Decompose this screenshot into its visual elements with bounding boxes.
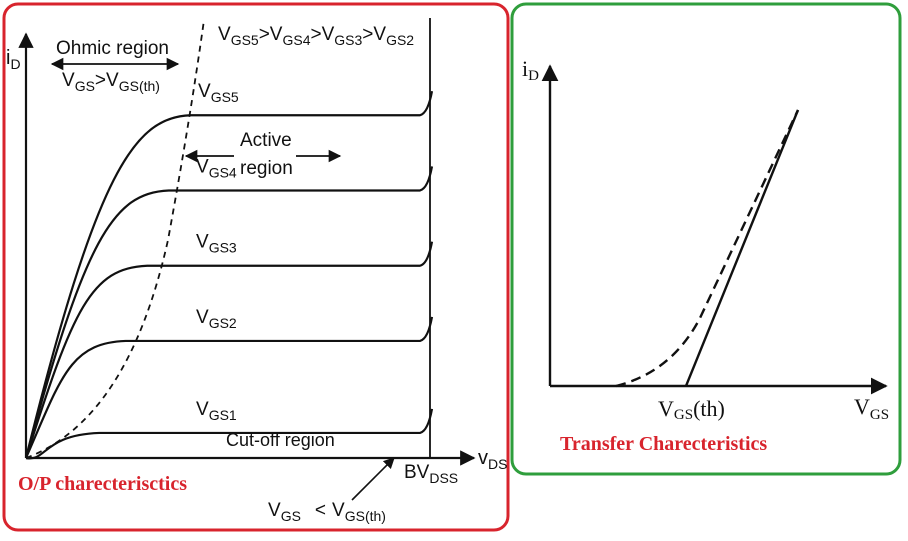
cutoff-region-label: Cut-off region bbox=[226, 430, 335, 450]
ohmic-cond-s1: GS bbox=[75, 78, 95, 94]
cutoff-condition: VGS < VGS(th) bbox=[268, 500, 386, 524]
output-panel-frame bbox=[2, 2, 510, 532]
ohmic-cond-v1: V bbox=[62, 70, 75, 91]
tr-x-label-sub: GS bbox=[870, 407, 889, 423]
curve-gs4 bbox=[24, 166, 434, 459]
transfer-panel-frame bbox=[510, 2, 902, 476]
curve-gs1 bbox=[25, 408, 434, 460]
op-x-label-sub: DS bbox=[488, 456, 507, 472]
bvdss-label: BVDSS bbox=[404, 462, 458, 486]
bvdss-sub: DSS bbox=[429, 470, 458, 486]
series-label-main: V bbox=[196, 307, 209, 328]
series-label-sub: GS4 bbox=[209, 164, 237, 180]
order-2-sub: GS3 bbox=[334, 32, 362, 48]
threshold-main: V bbox=[658, 396, 674, 421]
series-label-gs2: VGS2 bbox=[196, 307, 237, 331]
tr-x-label-main: V bbox=[854, 394, 870, 419]
curve-gs3 bbox=[24, 241, 434, 459]
cutoff-cond-s2: GS(th) bbox=[345, 508, 386, 524]
cutoff-cond-arrow bbox=[351, 457, 395, 501]
curve-gs5 bbox=[24, 91, 434, 459]
order-3-sub: GS2 bbox=[386, 32, 414, 48]
active-region-label-1: Active bbox=[240, 130, 292, 151]
threshold-sub: GS bbox=[674, 407, 693, 423]
order-0-main: V bbox=[218, 24, 231, 45]
series-label-main: V bbox=[196, 399, 209, 420]
op-x-axis-label: vDS bbox=[478, 447, 507, 472]
series-label-gs5: VGS5 bbox=[198, 81, 239, 105]
output-characteristics-panel: iD vDS Ohmic region VGS>VGS(th) VGS5>VGS… bbox=[2, 2, 510, 532]
tr-y-label-main: i bbox=[522, 56, 528, 81]
op-y-label-sub: D bbox=[10, 56, 20, 72]
curve-gs2 bbox=[24, 316, 434, 459]
series-label-sub: GS1 bbox=[209, 407, 237, 423]
cutoff-cond-v1: V bbox=[268, 500, 281, 521]
vgs-order-label: VGS5>VGS4>VGS3>VGS2 bbox=[218, 24, 414, 48]
op-y-axis-label: iD bbox=[6, 47, 21, 72]
series-label-sub: GS5 bbox=[211, 89, 239, 105]
order-3-main: >V bbox=[362, 24, 386, 45]
transfer-curve-ideal bbox=[684, 109, 800, 387]
ohmic-condition: VGS>VGS(th) bbox=[62, 70, 160, 94]
series-label-sub: GS2 bbox=[209, 315, 237, 331]
series-label-gs4: VGS4 bbox=[196, 156, 237, 180]
series-label-main: V bbox=[196, 232, 209, 253]
output-caption: O/P charecterisctics bbox=[18, 473, 187, 495]
ohmic-cond-s2: GS(th) bbox=[119, 78, 160, 94]
tr-y-label-sub: D bbox=[528, 68, 539, 84]
series-label-sub: GS3 bbox=[209, 240, 237, 256]
series-label-gs3: VGS3 bbox=[196, 232, 237, 256]
order-0-sub: GS5 bbox=[231, 32, 259, 48]
tr-y-axis-label: iD bbox=[522, 56, 539, 84]
order-1-main: >V bbox=[259, 24, 283, 45]
op-x-label-main: v bbox=[478, 447, 488, 469]
cutoff-cond-v2: V bbox=[332, 500, 345, 521]
cutoff-cond-op: < bbox=[315, 500, 326, 521]
threshold-suffix: (th) bbox=[693, 396, 725, 421]
ohmic-cond-v2: V bbox=[106, 70, 119, 91]
ohmic-cond-op: > bbox=[95, 70, 106, 91]
ohmic-region-label: Ohmic region bbox=[56, 38, 169, 59]
transfer-characteristics-panel: iD VGS VGS(th) Transfer Charecteristics bbox=[510, 2, 902, 476]
tr-x-axis-label: VGS bbox=[854, 394, 889, 423]
bvdss-main: BV bbox=[404, 462, 430, 483]
series-label-main: V bbox=[198, 81, 211, 102]
active-region-label-2: region bbox=[240, 158, 293, 179]
op-y-label-main: i bbox=[6, 47, 10, 69]
transfer-curve-practical bbox=[615, 109, 800, 388]
threshold-label: VGS(th) bbox=[658, 396, 725, 423]
series-label-gs1: VGS1 bbox=[196, 399, 237, 423]
order-1-sub: GS4 bbox=[282, 32, 310, 48]
transfer-caption: Transfer Charecteristics bbox=[560, 433, 767, 455]
order-2-main: >V bbox=[311, 24, 335, 45]
cutoff-cond-s1: GS bbox=[281, 508, 301, 524]
series-label-main: V bbox=[196, 156, 209, 177]
